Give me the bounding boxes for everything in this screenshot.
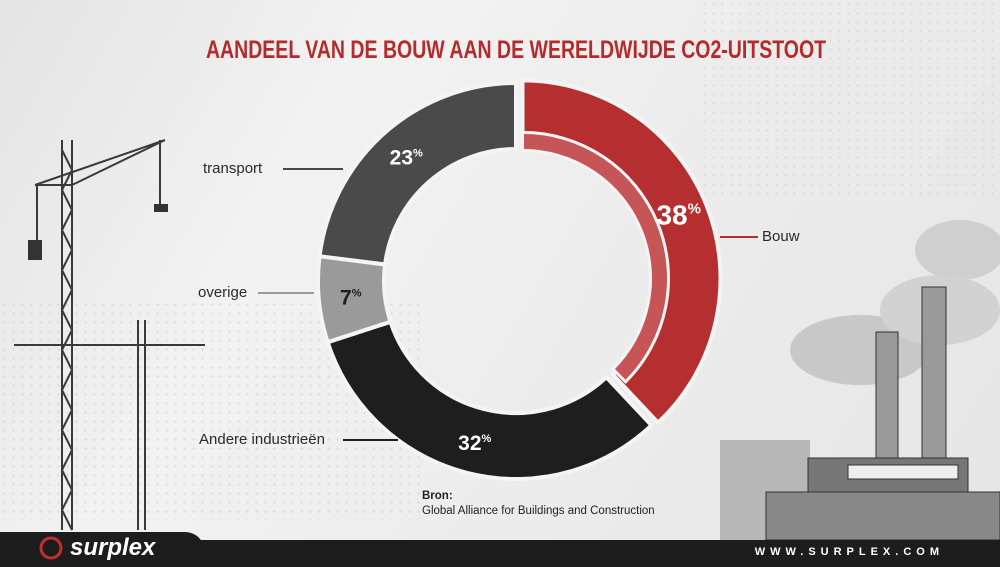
slice-transport bbox=[317, 80, 518, 267]
label-overige: overige bbox=[198, 284, 248, 301]
logo-text: surplex bbox=[70, 534, 156, 561]
crane-weight bbox=[28, 240, 42, 260]
label-transport: transport bbox=[203, 160, 263, 177]
logo-tab bbox=[0, 532, 205, 567]
crane-hook bbox=[154, 204, 168, 212]
value-label-overige: 7% bbox=[340, 287, 362, 310]
crane-icon bbox=[14, 139, 205, 531]
website-url[interactable]: WWW.SURPLEX.COM bbox=[754, 546, 944, 558]
callout-line-overige bbox=[258, 292, 314, 294]
highlight-band-bouw bbox=[521, 130, 670, 384]
value-label-andere-industrie-n: 32% bbox=[458, 432, 491, 455]
factory-icon bbox=[720, 220, 1000, 541]
value-label-transport: 23% bbox=[390, 146, 423, 169]
chart-title: AANDEEL VAN DE BOUW AAN DE WERELDWIJDE C… bbox=[205, 36, 827, 64]
surplex-logo-icon bbox=[39, 536, 63, 560]
callout-line-bouw bbox=[720, 236, 758, 238]
label-andere-industrieen: Andere industrieën bbox=[199, 431, 325, 448]
value-label-bouw: 38% bbox=[656, 200, 701, 231]
label-bouw: Bouw bbox=[762, 228, 800, 245]
callout-line-andere-industrieen bbox=[343, 439, 398, 441]
source-note: Bron: Global Alliance for Buildings and … bbox=[422, 489, 655, 519]
surplex-logo[interactable]: surplex bbox=[38, 534, 155, 562]
dot-pattern bbox=[700, 0, 1000, 200]
source-text: Global Alliance for Buildings and Constr… bbox=[422, 505, 655, 517]
source-label: Bron: bbox=[422, 490, 453, 502]
slice-andere-industrie-n bbox=[325, 319, 655, 481]
callout-line-transport bbox=[283, 168, 343, 170]
